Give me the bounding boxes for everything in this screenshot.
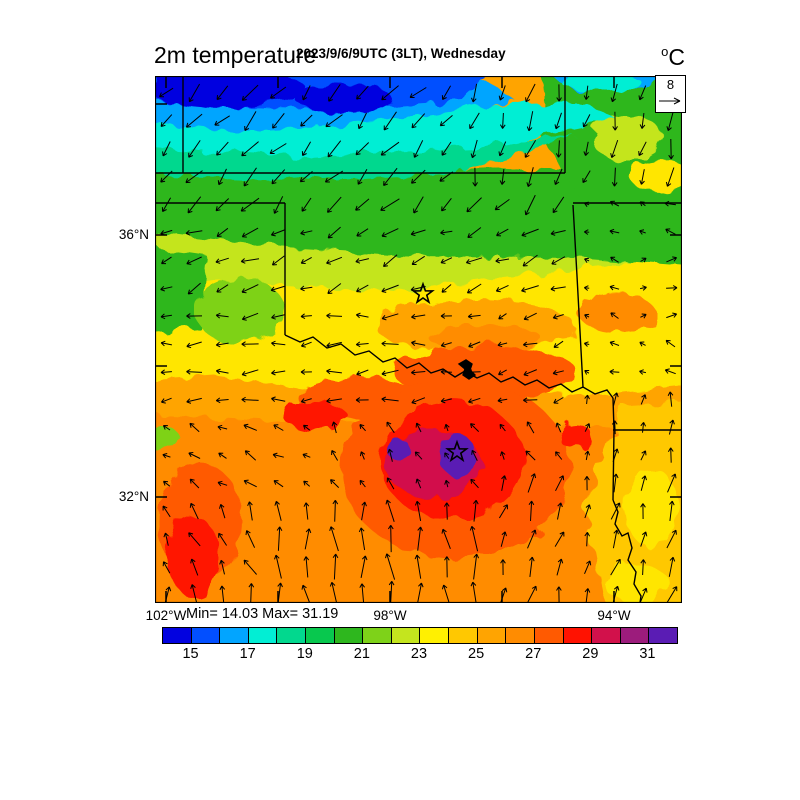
map-border [155,76,682,603]
degree-symbol: o [661,44,669,59]
colorbar-tick-label: 23 [410,646,428,662]
colorbar-cell [248,628,278,643]
colorbar-tick-label: 17 [239,646,256,662]
temperature-map-canvas [155,76,682,603]
lon-tick-label: 94°W [597,608,631,623]
colorbar-tick-label: 19 [296,646,313,662]
map-area [155,76,682,603]
colorbar-cell [334,628,364,643]
colorbar-cell [391,628,421,643]
lat-tick-label: 32°N [118,489,149,504]
colorbar-tick-label: 27 [525,646,542,662]
colorbar-cell [649,628,677,643]
colorbar-cell [191,628,221,643]
wind-reference-arrow [659,97,681,105]
star-marker [411,281,435,305]
colorbar-cell [592,628,621,643]
colorbar-cell [506,628,535,643]
colorbar-cell [277,628,307,643]
colorbar-cell [563,628,593,643]
colorbar-tick-label: 31 [639,646,656,662]
lon-tick-label: 98°W [373,608,407,623]
colorbar-tick-label: 29 [582,646,599,662]
lon-tick-label: 102°W [145,608,187,623]
units-label: oC [645,44,685,71]
star-markers [411,281,469,463]
colorbar-cell [534,628,564,643]
field-title: 2m temperature [154,42,317,68]
colorbar-tick-label: 21 [353,646,370,662]
colorbar-cell [163,628,192,643]
colorbar-cell [620,628,650,643]
wind-arrows [159,83,678,603]
colorbar-tick-label: 25 [468,646,485,662]
minmax-annotation: Min= 14.03 Max= 31.19 [186,606,339,622]
star-marker [445,439,469,463]
colorbar-cell [420,628,450,643]
plot-title-line1: 2023/9/6/9UTC (3LT), Wednesday [296,46,506,61]
colorbar-cell [306,628,335,643]
colorbar-cell [363,628,392,643]
units-letter: C [668,44,685,70]
colorbar-cell [477,628,507,643]
colorbar-cell [449,628,478,643]
temperature-field [155,76,682,603]
colorbar-cell [220,628,249,643]
colorbar-tick-label: 15 [182,646,199,662]
wind-reference-value: 8 [666,77,675,92]
wind-reference-box: 8 [655,75,686,113]
colorbar [162,627,678,644]
lat-tick-label: 36°N [118,227,149,242]
